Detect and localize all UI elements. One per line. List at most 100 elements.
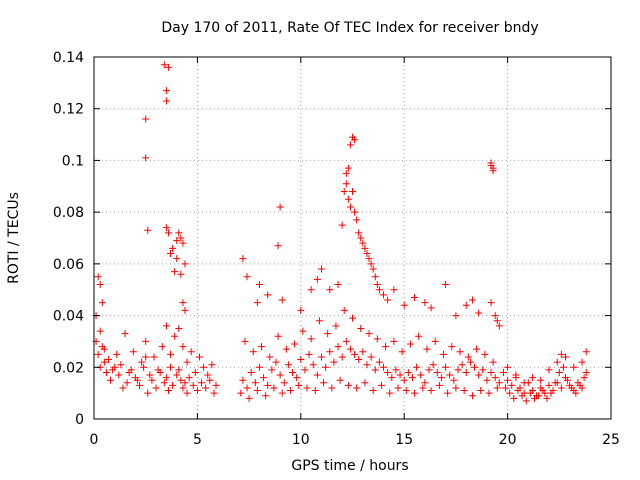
data-point <box>349 187 356 195</box>
data-point <box>555 368 563 376</box>
data-point <box>380 291 388 299</box>
data-point <box>502 384 510 392</box>
data-point <box>144 389 152 397</box>
data-point <box>346 345 354 353</box>
data-point <box>421 379 429 387</box>
data-point <box>142 154 150 162</box>
data-point <box>406 340 414 348</box>
data-point <box>439 350 447 358</box>
data-point <box>239 255 247 263</box>
data-point <box>193 387 201 395</box>
data-point <box>245 394 253 402</box>
data-point <box>204 371 212 379</box>
data-point <box>415 332 423 340</box>
data-point <box>493 384 501 392</box>
data-point <box>363 361 371 369</box>
y-tick-labels: 0 0.02 0.04 0.06 0.08 0.1 0.12 0.14 <box>53 50 84 428</box>
data-point <box>181 306 189 314</box>
data-point <box>442 363 450 371</box>
data-point <box>255 281 263 289</box>
data-point <box>452 384 460 392</box>
data-point <box>411 389 419 397</box>
data-point <box>580 374 588 382</box>
data-point <box>175 229 183 237</box>
data-point <box>237 389 245 397</box>
data-point <box>340 306 348 314</box>
data-point <box>342 337 350 345</box>
data-point <box>353 384 361 392</box>
data-point <box>559 363 567 371</box>
data-point <box>148 376 156 384</box>
data-point <box>450 376 458 384</box>
data-point <box>582 348 590 356</box>
x-tick-label: 5 <box>193 432 202 448</box>
data-point <box>262 392 270 400</box>
data-point <box>299 327 307 335</box>
data-point <box>342 169 350 177</box>
data-point <box>206 376 214 384</box>
data-point <box>375 358 383 366</box>
data-point <box>253 299 261 307</box>
data-point <box>429 361 437 369</box>
data-point <box>493 317 501 325</box>
y-axis-label: ROTI / TECUs <box>6 192 22 284</box>
data-point <box>495 322 503 330</box>
data-point <box>150 353 158 361</box>
data-point <box>334 343 342 351</box>
data-point <box>243 273 251 281</box>
data-point <box>146 371 154 379</box>
data-point <box>380 363 388 371</box>
data-point <box>278 296 286 304</box>
data-point <box>164 63 172 71</box>
data-point <box>392 366 400 374</box>
data-point <box>537 376 545 384</box>
data-point <box>471 363 479 371</box>
data-point <box>247 368 255 376</box>
data-point <box>373 281 381 289</box>
data-point <box>371 273 379 281</box>
data-point <box>582 368 590 376</box>
data-point <box>384 296 392 304</box>
data-point <box>437 374 445 382</box>
data-point <box>152 384 160 392</box>
data-point <box>164 229 172 237</box>
data-point <box>528 374 536 382</box>
data-point <box>177 376 185 384</box>
data-point <box>489 358 497 366</box>
data-point <box>297 356 305 364</box>
data-point <box>313 371 321 379</box>
data-point <box>164 387 172 395</box>
data-point <box>353 216 361 224</box>
data-point <box>94 273 102 281</box>
data-point <box>504 376 512 384</box>
y-tick-label: 0.1 <box>62 153 84 169</box>
data-point <box>504 363 512 371</box>
data-point <box>539 387 547 395</box>
data-point <box>334 281 342 289</box>
data-point <box>154 366 162 374</box>
y-tick-label: 0.14 <box>53 50 84 66</box>
data-point <box>458 361 466 369</box>
data-point <box>369 387 377 395</box>
data-point <box>452 312 460 320</box>
data-point <box>442 281 450 289</box>
data-point <box>576 381 584 389</box>
data-point <box>173 371 181 379</box>
data-point <box>446 371 454 379</box>
data-point <box>522 397 530 405</box>
data-point <box>171 332 179 340</box>
data-point <box>495 379 503 387</box>
grid <box>94 57 611 419</box>
data-point <box>135 381 143 389</box>
data-point <box>179 239 187 247</box>
data-point <box>464 353 472 361</box>
data-point <box>102 368 110 376</box>
data-point <box>171 268 179 276</box>
data-point <box>140 363 148 371</box>
data-point <box>543 394 551 402</box>
data-point <box>264 381 272 389</box>
data-point <box>311 387 319 395</box>
data-point <box>129 348 137 356</box>
data-point <box>367 260 375 268</box>
data-point <box>286 387 294 395</box>
